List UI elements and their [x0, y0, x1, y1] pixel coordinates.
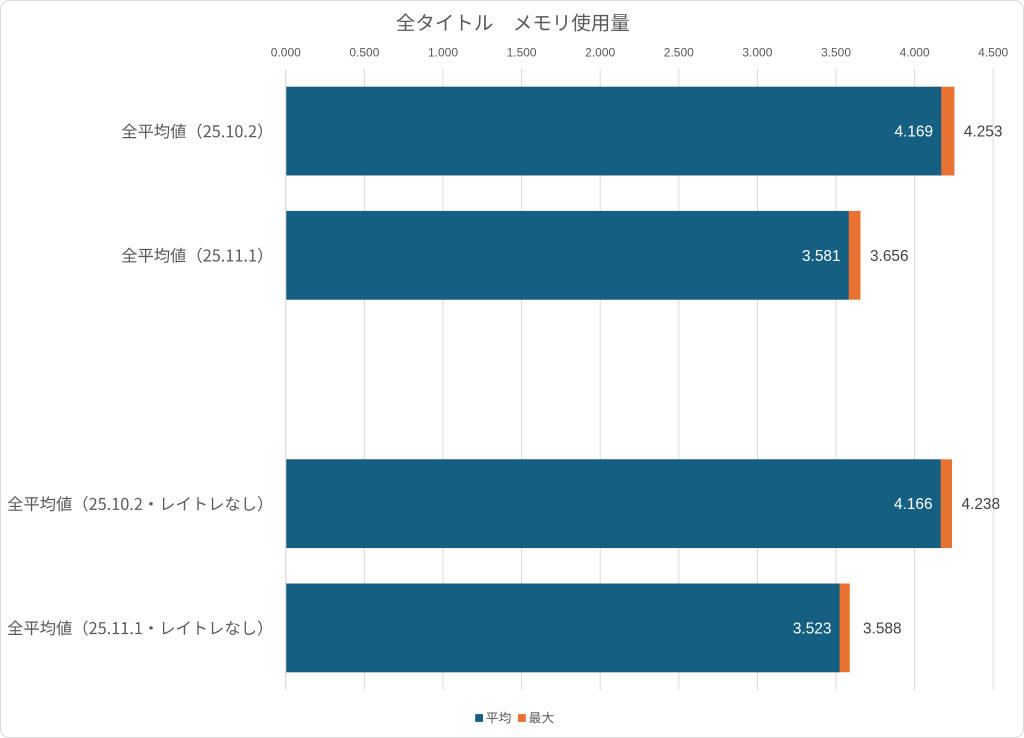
svg-text:4.500: 4.500: [978, 46, 1008, 60]
svg-text:3.656: 3.656: [870, 248, 909, 265]
svg-text:3.581: 3.581: [802, 248, 841, 265]
svg-text:1.500: 1.500: [507, 46, 537, 60]
svg-text:4.238: 4.238: [962, 496, 1001, 513]
svg-text:3.523: 3.523: [793, 620, 832, 637]
svg-text:0.000: 0.000: [271, 46, 301, 60]
svg-text:4.166: 4.166: [894, 496, 933, 513]
svg-text:0.500: 0.500: [349, 46, 379, 60]
svg-text:4.000: 4.000: [900, 46, 930, 60]
svg-text:2.500: 2.500: [664, 46, 694, 60]
svg-text:3.500: 3.500: [821, 46, 851, 60]
svg-text:3.000: 3.000: [742, 46, 772, 60]
svg-text:1.000: 1.000: [428, 46, 458, 60]
svg-text:4.169: 4.169: [894, 124, 933, 141]
svg-text:2.000: 2.000: [585, 46, 615, 60]
svg-text:4.253: 4.253: [964, 124, 1003, 141]
svg-text:3.588: 3.588: [863, 620, 902, 637]
